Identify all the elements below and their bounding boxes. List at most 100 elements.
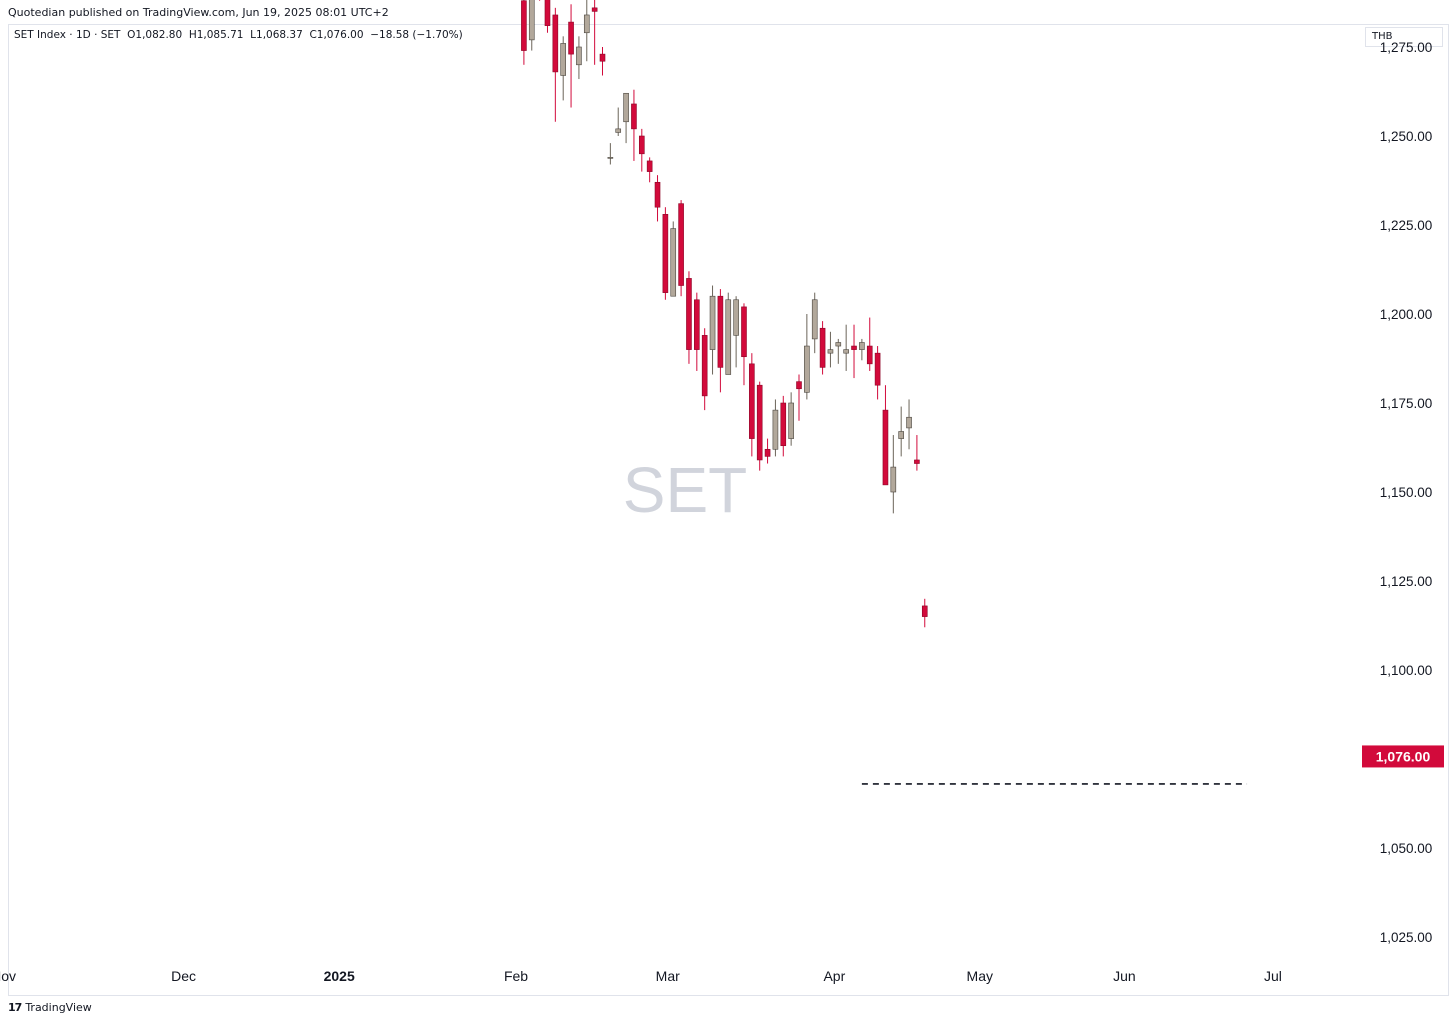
candle [623,92,629,144]
candle-body [756,384,763,461]
candle-body [764,448,771,457]
candle [796,374,802,421]
x-tick-label: Nov [0,968,16,984]
candle-body [827,349,834,354]
candle [607,143,614,165]
candle [772,399,779,457]
candle [859,338,865,361]
candle [764,438,771,464]
candle-body [662,214,669,293]
candles-layer [521,0,928,628]
price-axis[interactable]: 1,025.001,050.001,075.001,100.001,125.00… [1380,0,1433,945]
y-tick-label: 1,225.00 [1380,218,1433,233]
candle-body [788,402,794,439]
candle-body [882,409,889,486]
candle-body [741,306,747,358]
candle [544,0,551,33]
candle-body [654,181,661,208]
candle [583,0,590,62]
candle [654,175,661,222]
currency-selector[interactable]: THB [1365,27,1443,47]
chart-legend: SET Index · 1D · SET O1,082.80 H1,085.71… [14,29,463,41]
x-tick-label: Feb [504,968,528,984]
x-tick-label: 2025 [324,968,355,984]
candle [638,128,645,172]
candle [552,7,559,122]
candle-body [568,21,574,55]
tradingview-logo-icon: 17 [8,1001,22,1014]
candle [811,292,818,354]
candle-body [890,466,897,493]
candle-body [874,352,881,386]
candle [560,36,567,101]
candle [521,0,527,65]
candle [804,314,810,400]
candle-body [623,92,629,123]
candle-body [843,349,849,354]
candle-body [670,228,677,297]
candle [819,321,826,375]
x-tick-label: Jun [1113,968,1136,984]
candle-body [631,103,637,130]
candle-body [591,7,598,12]
candle [898,406,904,457]
y-tick-label: 1,150.00 [1380,485,1433,500]
candle [539,0,541,1]
candle [725,292,732,375]
candle-body [819,327,826,368]
candle-body [678,203,684,286]
y-tick-label: 1,025.00 [1380,930,1433,945]
candle [874,346,881,400]
candle [835,338,842,364]
y-tick-label: 1,125.00 [1380,574,1433,589]
candle [591,0,598,65]
candle [568,4,574,108]
candle-body [859,342,865,350]
candle-body [733,299,739,336]
candle [788,392,794,446]
candle-body [811,299,818,340]
tradingview-branding: 17 TradingView [8,1001,92,1014]
candle [890,435,897,514]
y-tick-label: 1,100.00 [1380,663,1433,678]
candle [914,435,920,471]
candle-body [709,295,716,350]
y-tick-label: 1,250.00 [1380,129,1433,144]
time-axis[interactable]: Nov Dec 2025 Feb Mar Apr May Jun Jul [0,968,1282,984]
candle-body [914,459,920,464]
candle [662,207,669,300]
candle [741,303,747,386]
footer-text: TradingView [25,1001,92,1014]
candle [709,285,716,375]
candle-body [599,53,606,62]
candle-body [607,157,614,159]
candle [686,271,692,364]
candle-body [560,43,567,76]
candle [780,395,787,457]
candle-body [583,14,590,34]
candle-body [521,0,527,51]
candle-body [866,345,873,365]
last-price-label: 1,076.00 [1376,748,1431,764]
candle [599,47,606,76]
y-tick-label: 1,200.00 [1380,307,1433,322]
candle-body [638,135,645,155]
candle-body [772,409,779,450]
y-tick-label: 1,050.00 [1380,841,1433,856]
candle [882,385,889,486]
candle-body [701,335,708,397]
candle-body [796,381,802,390]
candle-body [749,363,755,439]
candle-body [544,0,551,26]
candle-body [615,128,622,133]
candle-body [694,299,700,350]
candle-body [576,46,582,66]
candle [866,317,873,371]
attribution-text: Quotedian published on TradingView.com, … [8,6,389,19]
x-tick-label: Dec [171,968,196,984]
candle-body [686,278,692,350]
candle-body [835,342,842,347]
x-tick-label: Apr [823,968,845,984]
candle-body [717,295,724,368]
